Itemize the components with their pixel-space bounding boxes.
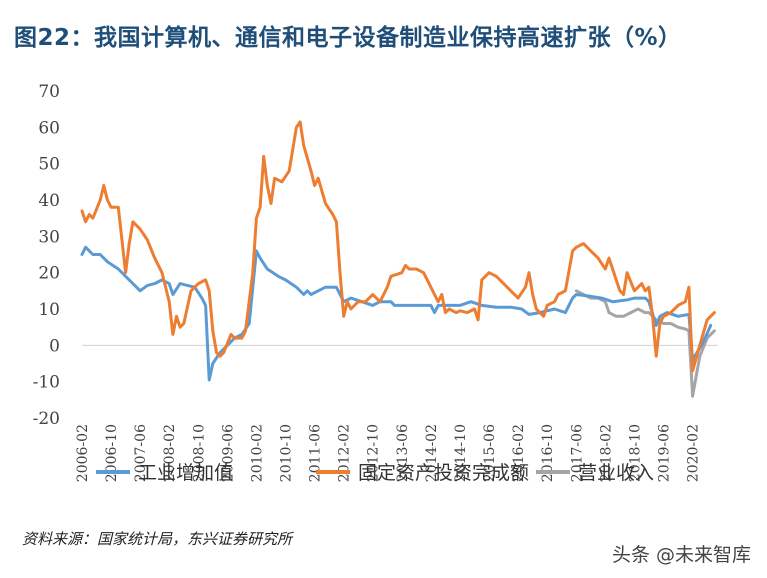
x-tick-label: 2019-06: [656, 424, 672, 482]
series-layer: [80, 120, 716, 398]
x-tick-label: 2016-02: [511, 424, 527, 482]
y-tick-label: 30: [38, 227, 60, 247]
series-line-1: [80, 120, 716, 373]
x-tick-label: 2014-02: [424, 424, 440, 482]
x-tick-label: 2006-10: [104, 424, 120, 482]
x-tick-label: 2009-06: [220, 424, 236, 482]
y-tick-label: 40: [38, 191, 60, 211]
x-tick-label: 2016-10: [540, 424, 556, 482]
legend-label: 工业增加值: [138, 462, 233, 484]
x-tick-label: 2010-10: [279, 424, 295, 482]
y-tick-label: 70: [38, 82, 60, 102]
chart-title: 图22：我国计算机、通信和电子设备制造业保持高速扩张（%）: [14, 25, 682, 51]
x-tick-label: 2006-02: [75, 424, 91, 482]
legend: 工业增加值 固定资产投资完成额 营业收入: [96, 462, 654, 484]
y-tick-label: 60: [38, 118, 60, 138]
x-tick-label: 2018-10: [627, 424, 643, 482]
x-tick-label: 2013-06: [395, 424, 411, 482]
series-line-0: [80, 245, 713, 382]
x-tick-label: 2010-02: [249, 424, 265, 482]
x-tick-label: 2012-02: [337, 424, 353, 482]
x-tick-label: 2020-02: [686, 424, 702, 482]
y-tick-label: 50: [38, 155, 60, 175]
x-tick-label: 2017-06: [569, 424, 585, 482]
source-note: 资料来源：国家统计局，东兴证券研究所: [22, 530, 293, 548]
x-tick-label: 2011-06: [308, 424, 324, 482]
chart-axes: 70 60 50 40 30 20 10 0 -10 -20 2006-02 2006-10 2007-…: [33, 82, 718, 482]
series-line-2: [574, 289, 716, 398]
y-tick-label: 10: [38, 300, 60, 320]
x-tick-label: 2018-02: [598, 424, 614, 482]
x-tick-label: 2008-02: [162, 424, 178, 482]
y-tick-label: -20: [33, 409, 60, 429]
x-tick-label: 2008-10: [191, 424, 207, 482]
y-tick-label: 0: [49, 336, 60, 356]
legend-label: 固定资产投资完成额: [358, 462, 529, 484]
x-tick-label: 2015-06: [482, 424, 498, 482]
watermark: 头条 @未来智库: [611, 544, 751, 566]
x-tick-label: 2007-06: [133, 424, 149, 482]
x-tick-label: 2012-10: [366, 424, 382, 482]
x-tick-label: 2014-10: [453, 424, 469, 482]
y-tick-label: -10: [33, 373, 60, 393]
y-tick-label: 20: [38, 264, 60, 284]
legend-label: 营业收入: [578, 462, 654, 484]
